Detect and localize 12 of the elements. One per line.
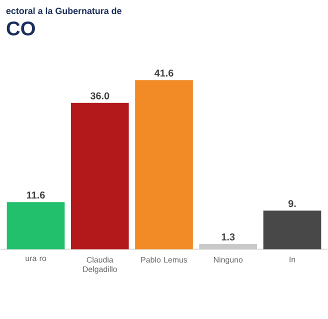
- chart-subtitle: CO: [6, 21, 35, 36]
- bar: [70, 102, 129, 250]
- bar: [135, 80, 193, 250]
- data-label: 11.6: [26, 192, 45, 199]
- data-label: 41.6: [154, 70, 174, 77]
- data-label: 1.3: [222, 233, 235, 240]
- data-label: 9.: [288, 200, 296, 208]
- chart-title: ectoral a la Gubernatura de: [6, 7, 122, 14]
- data-label: 36.0: [90, 92, 110, 100]
- bar: [6, 202, 65, 250]
- bar: [263, 210, 322, 250]
- bar: [199, 244, 258, 250]
